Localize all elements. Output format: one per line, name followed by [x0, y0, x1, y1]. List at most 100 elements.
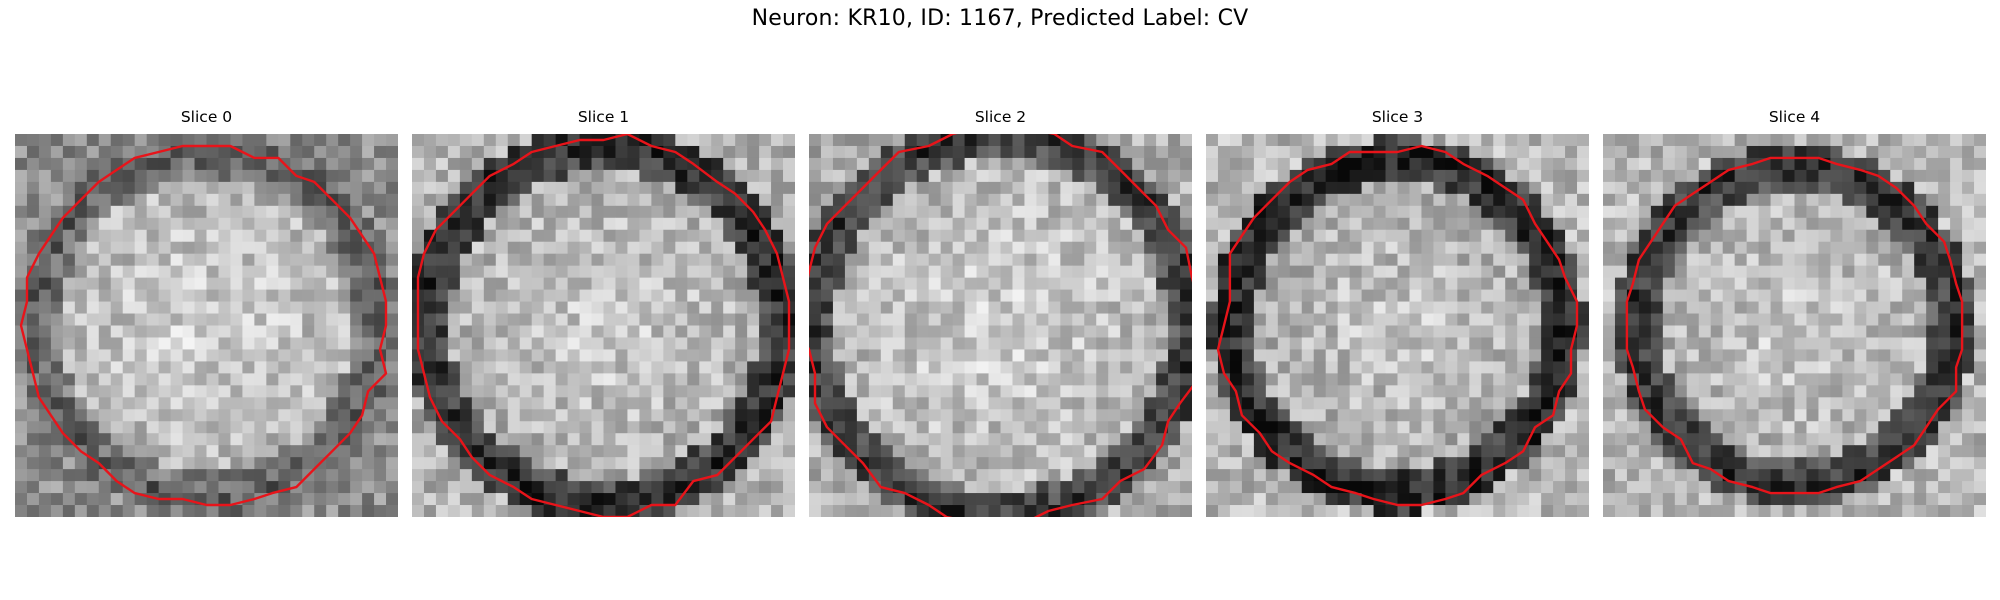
- pixel: [459, 241, 473, 255]
- pixel: [832, 277, 846, 290]
- pixel: [1614, 385, 1628, 398]
- pixel: [15, 469, 28, 482]
- pixel: [1722, 325, 1736, 338]
- pixel: [110, 421, 124, 434]
- pixel: [964, 205, 977, 219]
- pixel: [182, 409, 195, 422]
- pixel: [495, 337, 509, 350]
- pixel: [386, 409, 398, 422]
- pixel: [242, 157, 255, 171]
- pixel: [314, 469, 327, 482]
- pixel: [1265, 325, 1279, 338]
- pixel: [1000, 205, 1013, 219]
- pixel: [374, 397, 387, 410]
- pixel: [771, 361, 784, 374]
- pixel: [1325, 337, 1339, 350]
- pixel: [1084, 289, 1097, 302]
- pixel: [928, 337, 942, 350]
- pixel: [74, 169, 88, 183]
- pixel: [1722, 361, 1736, 374]
- pixel: [1409, 385, 1422, 398]
- pixel: [615, 205, 628, 219]
- pixel: [1770, 313, 1783, 326]
- pixel: [242, 349, 255, 362]
- pixel: [122, 505, 136, 517]
- pixel: [1770, 433, 1783, 446]
- pixel: [1457, 409, 1470, 422]
- pixel: [459, 397, 473, 410]
- pixel: [110, 397, 124, 410]
- pixel: [880, 217, 894, 231]
- pixel: [146, 397, 160, 410]
- pixel: [543, 157, 557, 171]
- pixel: [759, 193, 772, 207]
- pixel: [1036, 457, 1049, 470]
- pixel: [1926, 134, 1939, 147]
- pixel: [1060, 349, 1073, 362]
- pixel: [1734, 169, 1748, 183]
- pixel: [74, 373, 88, 386]
- pixel: [314, 493, 327, 506]
- pixel: [1938, 313, 1951, 326]
- pixel: [1108, 373, 1121, 386]
- pixel: [591, 253, 604, 267]
- pixel: [988, 349, 1001, 362]
- pixel: [639, 409, 652, 422]
- pixel: [856, 505, 870, 517]
- pixel: [74, 469, 88, 482]
- pixel: [1950, 313, 1963, 326]
- pixel: [543, 253, 557, 267]
- pixel: [338, 421, 351, 434]
- pixel: [699, 457, 712, 470]
- pixel: [110, 253, 124, 267]
- pixel: [1770, 217, 1783, 231]
- pixel: [856, 289, 870, 302]
- pixel: [1361, 205, 1374, 219]
- pixel: [98, 145, 112, 159]
- pixel: [507, 301, 521, 314]
- pixel: [1650, 134, 1664, 147]
- slice-title: Slice 4: [1768, 108, 1821, 126]
- pixel: [1433, 349, 1446, 362]
- pixel: [1565, 457, 1578, 470]
- pixel: [1289, 373, 1303, 386]
- pixel: [976, 145, 989, 159]
- pixel: [747, 313, 760, 326]
- pixel: [868, 493, 882, 506]
- pixel: [1265, 145, 1279, 159]
- pixel: [1457, 134, 1470, 147]
- pixel: [1626, 445, 1640, 458]
- pixel: [519, 433, 533, 446]
- pixel: [206, 157, 219, 171]
- pixel: [1565, 253, 1578, 267]
- pixel: [1397, 457, 1410, 470]
- pixel: [447, 193, 461, 207]
- pixel: [1433, 169, 1446, 183]
- pixel: [1722, 301, 1736, 314]
- pixel: [1938, 205, 1951, 219]
- pixel: [1674, 134, 1688, 147]
- pixel: [735, 337, 748, 350]
- pixel: [1794, 181, 1807, 195]
- pixel: [747, 277, 760, 290]
- pixel: [1626, 325, 1640, 338]
- pixel: [735, 481, 748, 494]
- pixel: [651, 409, 664, 422]
- pixel: [1674, 277, 1688, 290]
- pixel: [1565, 241, 1578, 255]
- pixel: [771, 193, 784, 207]
- pixel: [1084, 241, 1097, 255]
- pixel: [1397, 193, 1410, 207]
- pixel: [1012, 313, 1025, 326]
- pixel: [1265, 493, 1279, 506]
- pixel: [579, 493, 592, 506]
- pixel: [362, 505, 375, 517]
- pixel: [711, 229, 724, 243]
- pixel: [1710, 301, 1724, 314]
- pixel: [1722, 265, 1736, 279]
- pixel: [194, 325, 207, 338]
- pixel: [1000, 433, 1013, 446]
- pixel: [218, 421, 231, 434]
- pixel: [290, 265, 303, 279]
- pixel: [880, 301, 894, 314]
